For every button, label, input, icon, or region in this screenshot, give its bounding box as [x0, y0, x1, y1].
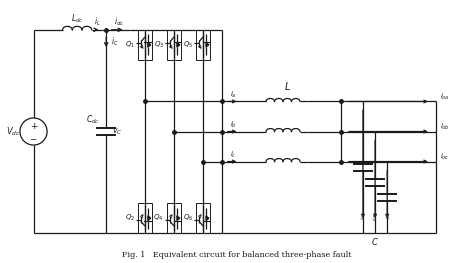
Text: $C$: $C$ — [371, 236, 379, 247]
Bar — [167, 30, 181, 60]
Text: $Q_3$: $Q_3$ — [154, 40, 164, 50]
Polygon shape — [177, 216, 180, 221]
Text: $i_{oc}$: $i_{oc}$ — [439, 151, 449, 162]
Text: $Q_5$: $Q_5$ — [182, 40, 193, 50]
Text: $i_C$: $i_C$ — [111, 36, 119, 48]
Text: $i_a$: $i_a$ — [230, 90, 237, 100]
Text: $i_{ob}$: $i_{ob}$ — [439, 122, 449, 132]
Bar — [167, 203, 181, 233]
Text: $Q_2$: $Q_2$ — [125, 213, 135, 223]
Polygon shape — [206, 42, 209, 47]
Text: Fig. 1   Equivalent circuit for balanced three-phase fault: Fig. 1 Equivalent circuit for balanced t… — [122, 251, 352, 259]
Polygon shape — [206, 216, 209, 221]
Bar — [196, 30, 210, 60]
Text: $i_{Cb}$: $i_{Cb}$ — [372, 212, 381, 221]
Text: $Q_4$: $Q_4$ — [154, 213, 164, 223]
Text: $Q_1$: $Q_1$ — [125, 40, 135, 50]
Text: $i_c$: $i_c$ — [230, 150, 237, 160]
Text: $i_{dc}$: $i_{dc}$ — [114, 16, 125, 28]
Text: $Q_6$: $Q_6$ — [182, 213, 193, 223]
Text: $i_b$: $i_b$ — [230, 120, 237, 130]
Text: $i_{oa}$: $i_{oa}$ — [439, 92, 449, 102]
Text: $V_{dc}$: $V_{dc}$ — [6, 125, 20, 138]
Text: $i_L$: $i_L$ — [93, 16, 100, 28]
Polygon shape — [148, 42, 151, 47]
Text: $C_{dc}$: $C_{dc}$ — [86, 113, 100, 126]
Bar — [196, 203, 210, 233]
Polygon shape — [148, 216, 151, 221]
Text: $-$: $-$ — [29, 133, 37, 142]
Bar — [138, 30, 152, 60]
Text: $L_{dc}$: $L_{dc}$ — [71, 13, 83, 25]
Text: $L$: $L$ — [284, 80, 292, 92]
Text: $i_{Ca}$: $i_{Ca}$ — [359, 212, 368, 220]
Polygon shape — [177, 42, 180, 47]
Bar — [138, 203, 152, 233]
Text: $i_c$: $i_c$ — [384, 214, 392, 219]
Text: $v_C$: $v_C$ — [112, 126, 122, 137]
Text: +: + — [30, 122, 37, 131]
